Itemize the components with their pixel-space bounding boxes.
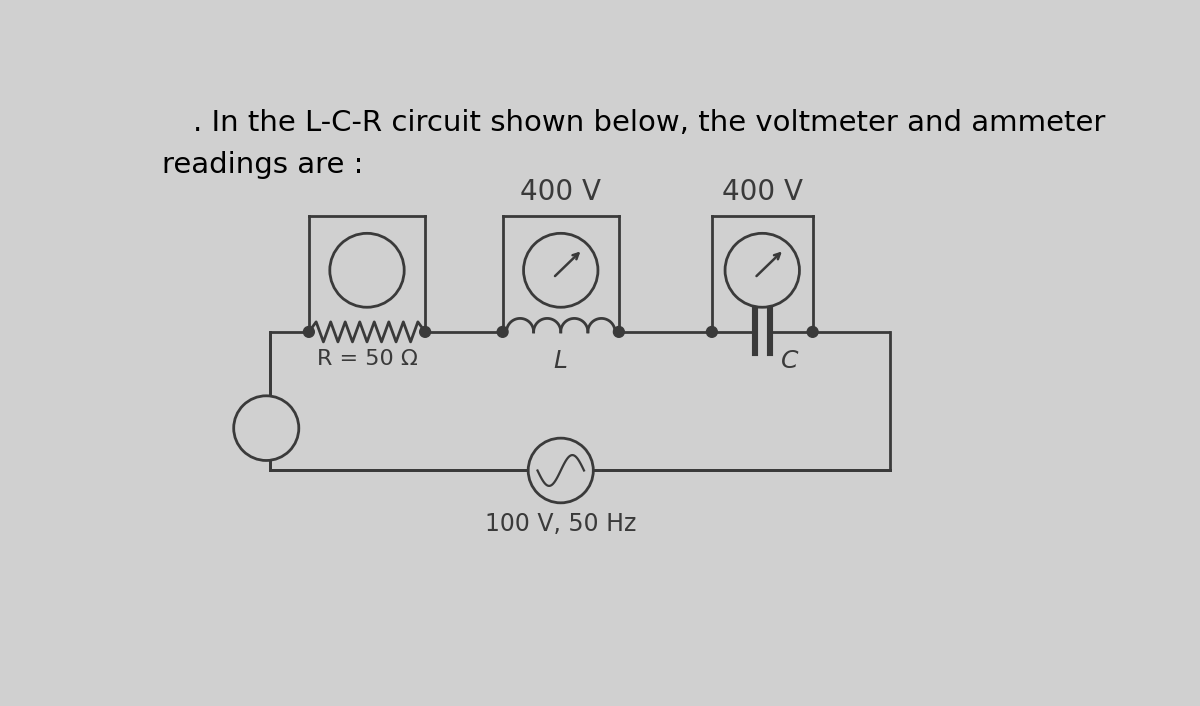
Text: 400 V: 400 V: [721, 178, 803, 205]
Text: L: L: [554, 349, 568, 373]
Text: A: A: [259, 418, 274, 438]
Circle shape: [330, 233, 404, 307]
Circle shape: [420, 326, 431, 337]
Text: readings are :: readings are :: [162, 151, 364, 179]
Text: . In the L-C-R circuit shown below, the voltmeter and ammeter: . In the L-C-R circuit shown below, the …: [193, 109, 1105, 136]
Circle shape: [528, 438, 593, 503]
Circle shape: [613, 326, 624, 337]
Circle shape: [808, 326, 818, 337]
Circle shape: [707, 326, 718, 337]
Text: 400 V: 400 V: [521, 178, 601, 205]
Circle shape: [523, 233, 598, 307]
Text: V: V: [360, 261, 374, 280]
Text: C: C: [781, 349, 798, 373]
Circle shape: [304, 326, 314, 337]
Circle shape: [497, 326, 508, 337]
Circle shape: [725, 233, 799, 307]
Text: R = 50 Ω: R = 50 Ω: [317, 349, 418, 369]
Circle shape: [234, 396, 299, 460]
Text: 100 V, 50 Hz: 100 V, 50 Hz: [485, 512, 636, 536]
